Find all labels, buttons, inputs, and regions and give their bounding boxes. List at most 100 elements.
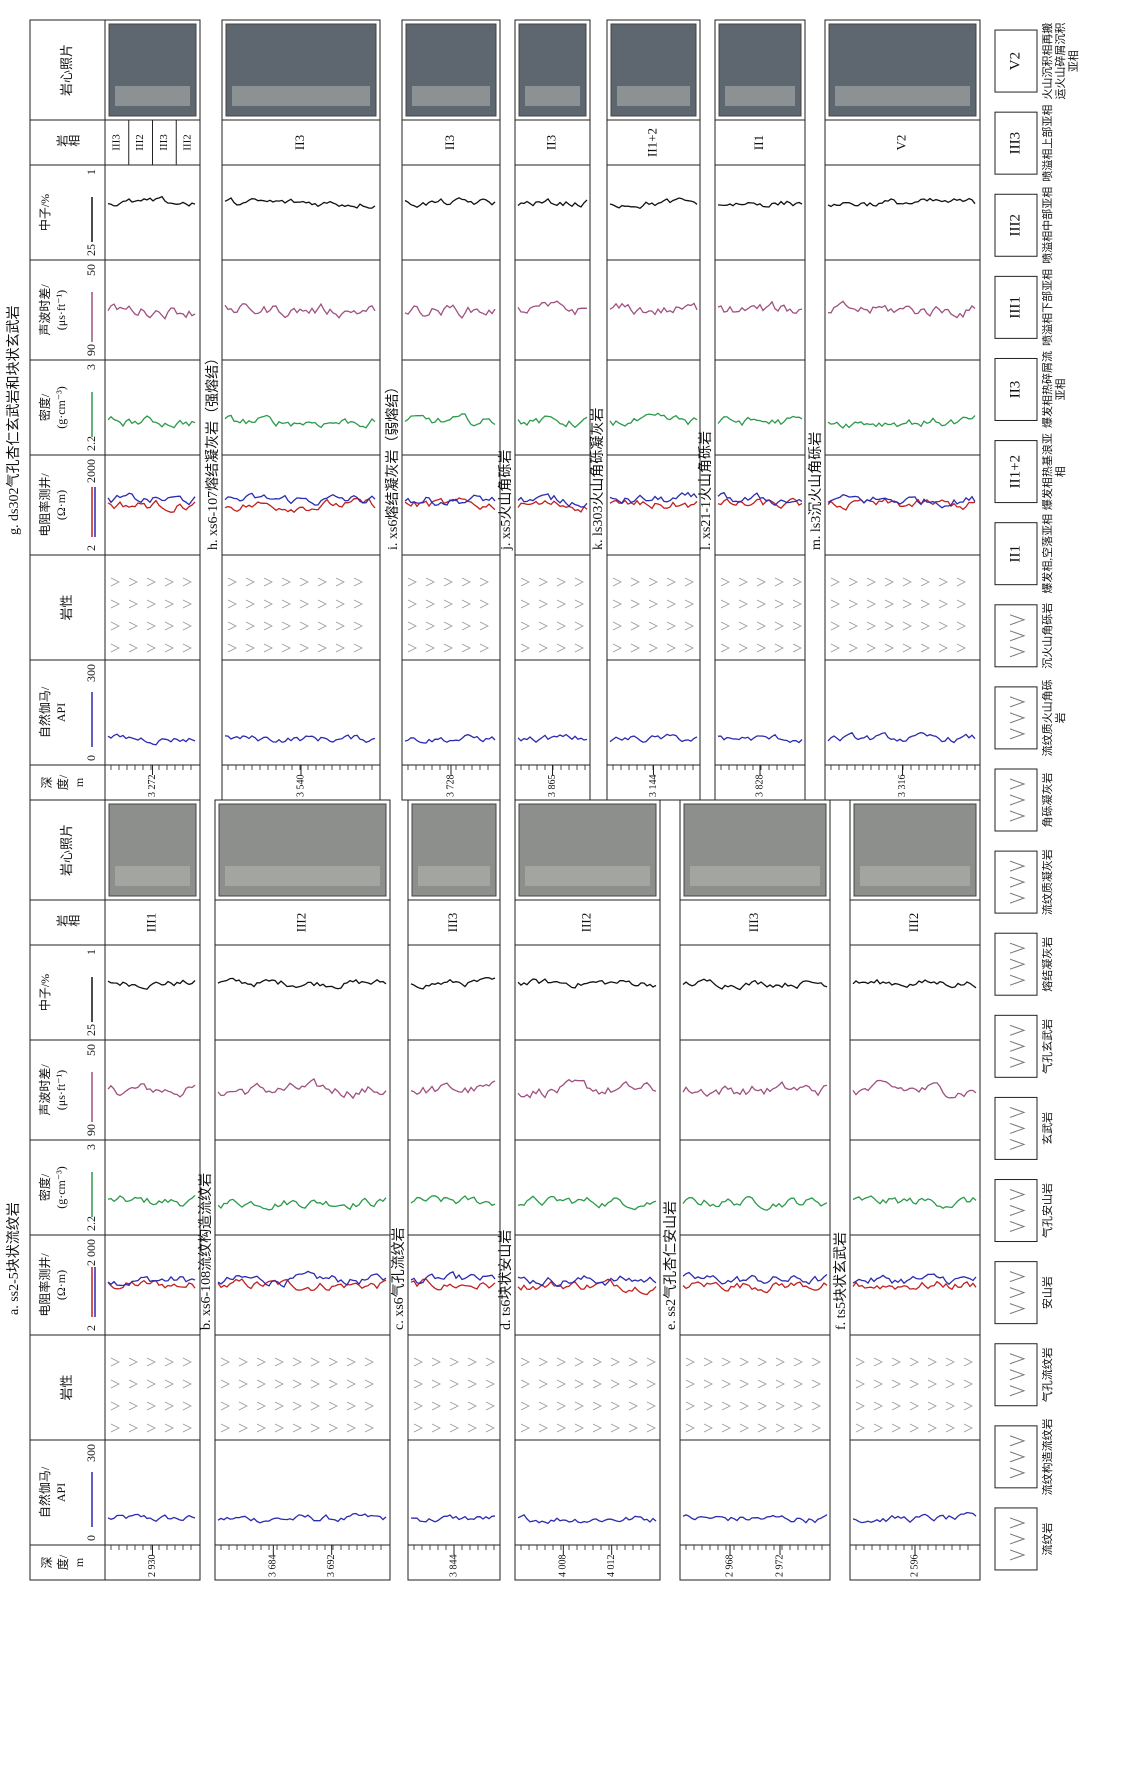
facies-label: III2 [293,913,308,933]
lithology-symbol [939,578,947,586]
lithology-symbol [921,600,929,608]
lithology-symbol [557,578,565,586]
scale-min: 2.2 [84,436,98,451]
lithology-symbol [486,1402,494,1410]
gamma-curve [518,735,587,743]
neutron-curve [518,979,656,988]
log-panel: l. xs21-1火山角砾岩3 828II1 [698,20,805,800]
resistivity-curve [218,1271,386,1287]
lithology-symbol [462,644,470,652]
lithology-symbol [300,644,308,652]
lithology-symbol [336,600,344,608]
legend-label: 气孔流纹岩 [1042,1334,1055,1416]
legend-symbol [1010,1123,1024,1133]
header-label: 岩心照片 [59,824,74,876]
lithology-symbol [183,622,191,630]
lithology-symbol [129,600,137,608]
neutron-curve [218,978,386,988]
depth-label: 4 008 [558,1555,569,1578]
scale-min: 2 [84,1325,98,1331]
header-label: (μs·ft⁻¹) [54,1070,68,1110]
lithology-symbol [111,578,119,586]
lithology-symbol [957,600,965,608]
lithology-symbol [318,644,326,652]
lithology-symbol [354,644,362,652]
legend-symbol [1010,975,1024,985]
lithology-symbol [165,644,173,652]
scale-min: 90 [84,344,98,356]
lithology-symbol [365,1424,373,1432]
lithology-symbol [480,578,488,586]
legend-symbol [1010,1370,1024,1380]
lithology-symbol [444,644,452,652]
sonic-curve [108,1084,195,1097]
lithology-symbol [575,1358,583,1366]
lithology-symbol [885,644,893,652]
density-curve [405,414,495,426]
lithology-symbol [964,1402,972,1410]
lithology-symbol [921,622,929,630]
lithology-symbol [468,1380,476,1388]
lithology-symbol [539,1424,547,1432]
sonic-curve [828,301,975,317]
legend-box [995,1097,1037,1159]
lithology-symbol [293,1358,301,1366]
lithology-symbol [147,600,155,608]
lithology-symbol [812,1380,820,1388]
lithology-symbol [444,578,452,586]
resistivity-curve [108,1277,195,1286]
lithology-symbol [613,578,621,586]
density-curve [853,1196,976,1208]
density-curve [411,1196,495,1206]
log-half: 深度/m自然伽马/API0300电阻率测井/(Ω·m)22000密度/(g·cm… [5,20,980,800]
legend-label: 喷溢相上部亚相 [1042,102,1055,184]
header-label: 岩性 [59,594,74,620]
lithology-symbol [480,622,488,630]
lithology-symbol [964,1380,972,1388]
header-label: 密度/ [37,393,52,421]
legend-label: 爆发相热基浪亚相 [1042,431,1068,513]
lithology-symbol [757,600,765,608]
lithology-symbol [629,1402,637,1410]
page: { "left_half": { "header": { "depth": ["… [0,0,1131,1776]
depth-label: 2 930 [147,1555,158,1578]
facies-label: II3 [442,135,457,150]
header-label: 岩相 [55,914,80,928]
lithology-symbol [347,1380,355,1388]
core-photo-highlight [835,86,970,106]
lithology-symbol [849,600,857,608]
lithology-symbol [468,1424,476,1432]
lithology-symbol [557,1424,565,1432]
lithology-symbol [246,644,254,652]
legend-label: 安山岩 [1042,1252,1055,1334]
legend-label-box: 气孔安山岩 [1042,1170,1127,1252]
legend-symbol [1010,1468,1024,1478]
legend-box [995,1015,1037,1077]
legend-code: II1 [1007,545,1023,563]
lithology-symbol [414,1380,422,1388]
lithology-symbol [739,578,747,586]
legend-symbol [1010,1452,1024,1462]
lithology-symbol [347,1424,355,1432]
depth-label: 3 540 [295,775,306,798]
lithology-symbol [611,1424,619,1432]
legend-label-box: 流纹质火山角砾岩 [1042,677,1127,759]
lithology-symbol [704,1402,712,1410]
depth-label: 3 144 [648,775,659,798]
panel-title: g. ds302气孔杏仁玄武岩和块状玄武岩 [5,306,22,535]
header-label: 岩相 [55,134,80,148]
depth-label: 3 692 [326,1555,337,1578]
lithology-symbol [686,1380,694,1388]
density-curve [108,416,195,428]
lithology-symbol [593,1402,601,1410]
lithology-symbol [147,1358,155,1366]
legend-label-box: 爆发相热基浪亚相 [1042,431,1127,513]
lithology-symbol [129,1380,137,1388]
lithology-symbol [282,644,290,652]
lithology-symbol [964,1424,972,1432]
header-label: 度/ [55,1554,70,1570]
lithology-symbol [739,622,747,630]
legend-symbol [1010,861,1024,871]
gamma-curve [411,1515,495,1522]
